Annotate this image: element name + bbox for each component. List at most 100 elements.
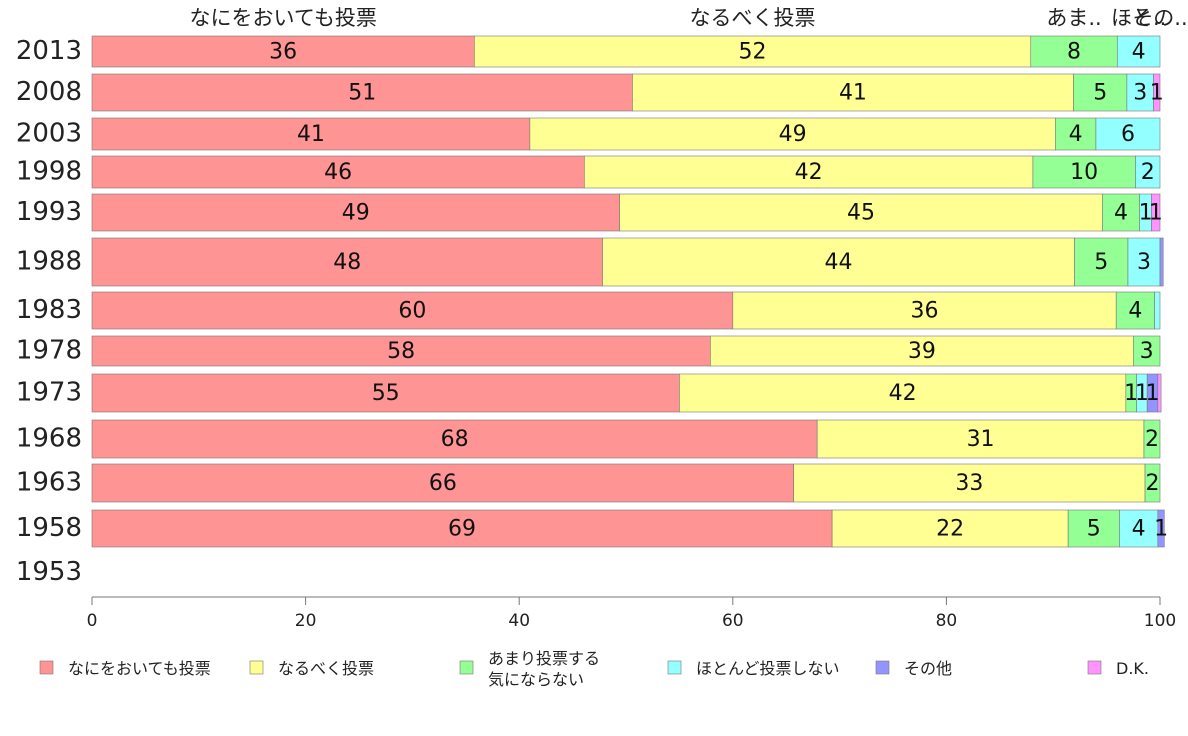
data-label: 36 [269,40,297,65]
legend-swatch [1087,660,1102,675]
data-label: 68 [441,427,469,452]
legend-label: D.K. [1116,659,1149,678]
data-label: 1 [1135,381,1149,406]
data-label: 33 [955,471,983,496]
bar-segment [91,335,711,367]
data-label: 48 [333,250,361,275]
bar-segment [1126,73,1154,112]
bar-segment [1067,509,1120,548]
data-label: 22 [936,517,964,542]
legend-label: ほとんど投票しない [696,659,840,678]
x-tick-label: 60 [722,611,744,631]
x-tick-label: 100 [1144,611,1176,631]
data-label: 2 [1145,427,1159,452]
data-label: 46 [324,160,352,185]
bar-segment [1144,463,1161,503]
bar-segment [1074,237,1129,287]
bar-segment [831,509,1069,548]
data-label: 4 [1128,299,1142,324]
data-label: 44 [825,250,853,275]
legend-swatch [39,660,54,675]
series-header-label: ほと.. [1111,6,1166,30]
data-label: 49 [342,201,370,226]
series-header-label: なるべく投票 [690,6,816,30]
x-tick-label: 80 [936,611,958,631]
bar-segment [793,463,1146,503]
data-label: 4 [1114,201,1128,226]
data-label: 5 [1094,250,1108,275]
data-label: 36 [911,299,939,324]
bar-segment [1102,193,1141,232]
x-axis: 0 20 40 60 80 100 [87,596,1176,631]
bar-segment [1095,117,1161,151]
data-label: 4 [1132,40,1146,65]
bar-segment [1127,237,1161,287]
y-tick-label: 1993 [16,197,82,227]
bar-segment [91,509,833,548]
legend-swatch [459,660,474,675]
bar-segment [1157,373,1162,413]
bar-segment [529,117,1056,151]
y-tick-label: 1978 [16,336,82,366]
data-label: 8 [1067,40,1081,65]
bar-segment [91,373,680,413]
bar-segment [1119,509,1159,548]
bar-segment [632,73,1074,112]
data-label: 58 [387,339,415,364]
y-axis-labels: 2013 2008 2003 1998 1993 1988 1983 1978 1973 1968… [16,36,82,587]
bar-segment [91,73,633,112]
data-label: 41 [297,122,325,147]
bar-segment [91,291,734,330]
legend-label: 気にならない [488,670,584,689]
data-label: 5 [1093,81,1107,106]
bar-segment [1030,35,1118,68]
data-label: 1 [1149,201,1163,226]
data-label: 4 [1132,517,1146,542]
bar-segment [1157,509,1165,548]
data-label: 2 [1141,160,1155,185]
legend-swatch [249,660,264,675]
bar-segment [619,193,1103,232]
column-headers: なにをおいても投票 なるべく投票 あま.. ほと..その.. [190,6,1188,30]
bar-segment [602,237,1075,287]
x-tick-label: 20 [295,611,317,631]
data-label: 66 [429,471,457,496]
bar-segment [1133,335,1161,367]
bar-segment [91,193,620,232]
data-label: 45 [847,201,875,226]
bar-segment [1135,155,1161,189]
bar-segment [91,35,475,68]
data-label: 55 [372,381,400,406]
data-label: 31 [967,427,995,452]
x-tick-label: 40 [508,611,530,631]
data-label: 1 [1139,201,1153,226]
bar-segment [1159,237,1164,287]
legend-label: その他 [904,659,952,678]
bar-segment [816,419,1145,459]
data-label: 5 [1087,517,1101,542]
y-tick-label: 2013 [16,36,82,66]
legend-label: なにをおいても投票 [68,659,211,678]
bar-segment [1115,291,1155,330]
y-tick-label: 1998 [16,157,82,187]
data-label: 2 [1146,471,1160,496]
y-tick-label: 1968 [16,424,82,454]
y-tick-label: 1963 [16,468,82,498]
data-label: 52 [739,40,767,65]
data-label: 3 [1133,81,1147,106]
data-label: 42 [889,381,917,406]
data-label: 51 [348,81,376,106]
bar-segment [91,117,531,151]
data-label: 60 [398,299,426,324]
bar-segment [91,463,794,503]
series-header-label: なにをおいても投票 [190,6,377,30]
data-label: 39 [908,339,936,364]
bar-segment [732,291,1117,330]
legend-swatch [667,660,682,675]
data-label: 3 [1137,250,1151,275]
bar-segment [91,419,818,459]
data-label: 49 [779,122,807,147]
data-label: 4 [1069,122,1083,147]
data-label: 1 [1124,381,1138,406]
